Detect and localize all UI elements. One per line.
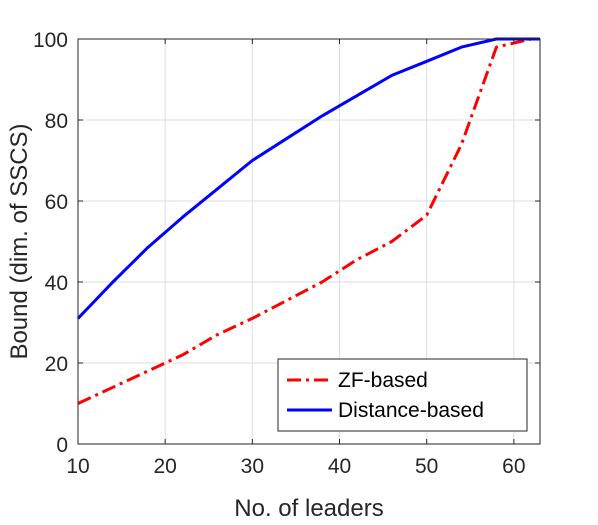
- legend-label-zf-based: ZF-based: [338, 369, 428, 392]
- legend-label-distance-based: Distance-based: [338, 399, 484, 422]
- x-tick-label: 10: [66, 455, 89, 478]
- legend: ZF-based Distance-based: [277, 358, 528, 432]
- plot-frame: [77, 38, 541, 445]
- y-tick-label: 20: [45, 353, 68, 376]
- series-line-distance-based: [76, 37, 540, 320]
- y-tick-label: 0: [56, 434, 68, 457]
- y-tick-label: 100: [33, 29, 68, 52]
- y-tick-label: 80: [45, 110, 68, 133]
- series-line-zf-based: [77, 37, 540, 405]
- legend-box: [277, 358, 528, 432]
- series-group: [76, 37, 540, 405]
- x-axis-label: No. of leaders: [234, 495, 383, 522]
- ticks: 10 20 30 40 50 60 0 20 40 60 80 100: [33, 29, 540, 478]
- x-tick-label: 20: [153, 455, 176, 478]
- y-tick-label: 40: [45, 272, 68, 295]
- x-tick-label: 60: [502, 455, 525, 478]
- y-tick-label: 60: [45, 191, 68, 214]
- x-tick-label: 50: [415, 455, 438, 478]
- x-tick-label: 30: [241, 455, 264, 478]
- y-axis-label: Bound (dim. of SSCS): [6, 123, 33, 359]
- x-tick-label: 40: [328, 455, 351, 478]
